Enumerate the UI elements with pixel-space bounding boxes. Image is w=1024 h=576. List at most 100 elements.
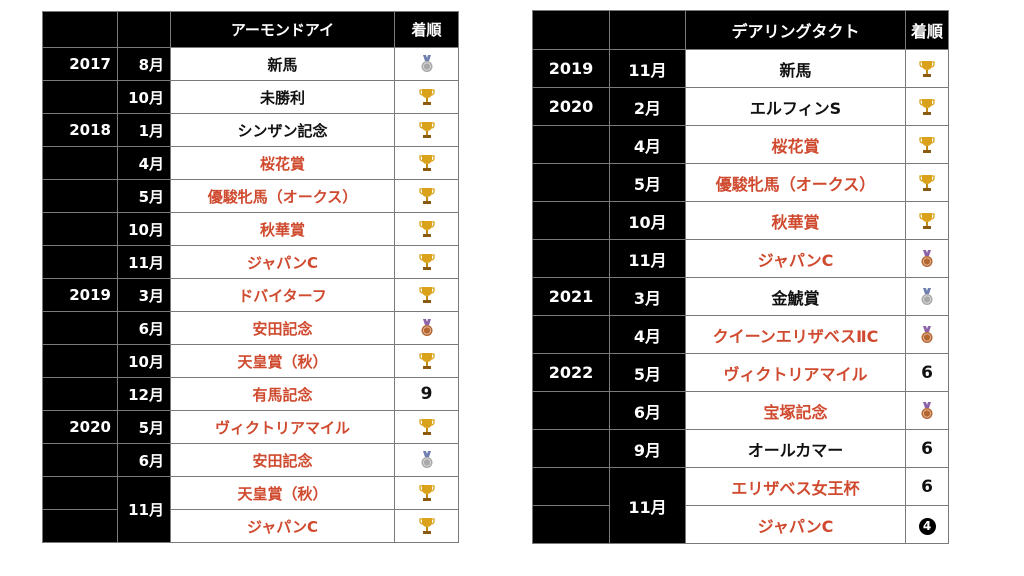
year-cell [532,239,610,278]
month-cell: 9月 [609,429,686,468]
race-row: 11月 ジャパンC [42,245,459,279]
year-cell: 2019 [532,49,610,88]
month-cell: 5月 [609,353,686,392]
race-row: 6月 安田記念 [42,443,459,477]
trophy-icon [418,418,435,436]
trophy-icon [418,121,435,139]
year-cell [42,476,118,510]
placing-cell [905,315,949,354]
placing-cell [905,277,949,316]
silver-medal-icon [419,451,435,469]
race-row: 2021 3月 金鯱賞 [532,277,949,316]
placing-cell [905,201,949,240]
fourth-place-badge: 4 [918,517,936,535]
race-name-cell: ジャパンC [685,505,906,544]
race-name-cell: 新馬 [170,47,395,81]
race-row: 2019 3月 ドバイターフ [42,278,459,312]
placing-cell: 9 [394,377,459,411]
placing-cell: 4 [905,505,949,544]
month-cell: 4月 [117,146,171,180]
trophy-icon [418,220,435,238]
placing-cell [905,391,949,430]
race-row: 5月 優駿牝馬（オークス） [42,179,459,213]
header-blank-year [532,10,610,50]
race-row: ジャパンC 4 [532,505,949,544]
race-name-cell: 優駿牝馬（オークス） [170,179,395,213]
race-name-cell: 有馬記念 [170,377,395,411]
year-cell [532,201,610,240]
month-cell: 11月 [609,467,686,544]
placing-cell [394,311,459,345]
placing-number: 6 [921,438,933,459]
year-cell [42,344,118,378]
month-cell: 10月 [117,212,171,246]
race-name-cell: 桜花賞 [685,125,906,164]
year-cell: 2021 [532,277,610,316]
year-cell [42,146,118,180]
year-cell [42,212,118,246]
month-cell: 11月 [609,239,686,278]
month-cell: 12月 [117,377,171,411]
race-row: 4月 桜花賞 [42,146,459,180]
race-row: 2020 5月 ヴィクトリアマイル [42,410,459,444]
month-cell: 4月 [609,125,686,164]
placing-cell [905,87,949,126]
placing-number: 9 [420,384,433,404]
race-name-cell: 天皇賞（秋） [170,344,395,378]
placing-cell [394,245,459,279]
year-cell: 2019 [42,278,118,312]
month-cell: 11月 [117,245,171,279]
month-cell: 1月 [117,113,171,147]
race-row: 10月 天皇賞（秋） [42,344,459,378]
race-name-cell: 秋華賞 [170,212,395,246]
month-cell: 11月 [117,476,171,543]
month-cell: 10月 [609,201,686,240]
bronze-medal-icon [919,401,935,420]
race-name-cell: 宝塚記念 [685,391,906,430]
year-cell [42,179,118,213]
placing-cell [394,146,459,180]
month-cell: 2月 [609,87,686,126]
race-name-cell: 安田記念 [170,311,395,345]
year-cell [532,429,610,468]
race-name-cell: 金鯱賞 [685,277,906,316]
race-row: 4月 桜花賞 [532,125,949,164]
silver-medal-icon [419,55,435,73]
placing-cell [394,443,459,477]
race-row: 2018 1月 シンザン記念 [42,113,459,147]
race-name-cell: 秋華賞 [685,201,906,240]
year-cell: 2020 [532,87,610,126]
race-name-cell: 未勝利 [170,80,395,114]
race-name-cell: ジャパンC [170,245,395,279]
trophy-icon [418,352,435,370]
race-name-cell: ジャパンC [170,509,395,543]
bronze-medal-icon [419,319,435,337]
month-cell: 3月 [609,277,686,316]
race-row: 10月 秋華賞 [532,201,949,240]
race-row: 12月 有馬記念 9 [42,377,459,411]
header-blank-month [117,11,171,48]
trophy-icon [418,517,435,535]
month-cell: 5月 [609,163,686,202]
placing-cell [394,476,459,510]
year-cell [532,391,610,430]
race-name-cell: 優駿牝馬（オークス） [685,163,906,202]
placing-cell [394,80,459,114]
placing-cell [394,509,459,543]
year-cell [42,245,118,279]
race-row: 11月 ジャパンC [532,239,949,278]
trophy-icon [919,59,935,78]
placing-cell [905,239,949,278]
race-row: 6月 宝塚記念 [532,391,949,430]
race-row: 11月 エリザベス女王杯 6 [532,467,949,544]
daring-tact-table: デアリングタクト 着順 2019 11月 新馬 2020 2月 エルフィンS 4月 桜花賞 5月 優駿… [532,10,949,544]
race-row: 2017 8月 新馬 [42,47,459,81]
trophy-icon [418,88,435,106]
month-cell: 5月 [117,410,171,444]
trophy-icon [418,484,435,502]
placing-cell [394,278,459,312]
race-name-cell: 新馬 [685,49,906,88]
month-cell: 3月 [117,278,171,312]
silver-medal-icon [919,287,935,306]
trophy-icon [919,211,935,230]
